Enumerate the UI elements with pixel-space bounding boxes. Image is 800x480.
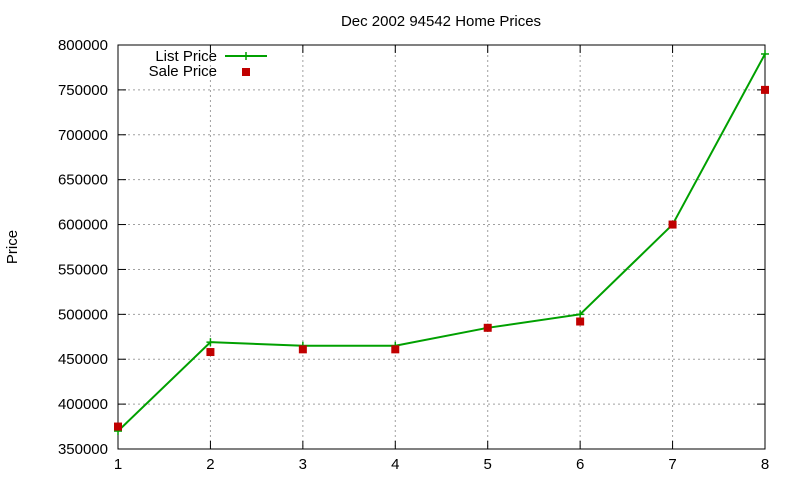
legend: List Price Sale Price (149, 48, 267, 80)
data-point (114, 422, 122, 431)
data-point (576, 317, 585, 326)
x-tick-label: 4 (391, 456, 399, 473)
data-point (576, 310, 585, 319)
y-axis-label: Price (4, 230, 21, 264)
y-tick-label: 750000 (58, 82, 108, 99)
y-tick-label: 800000 (58, 37, 108, 54)
legend-key-list-price (225, 52, 267, 60)
legend-label-list-price: List Price (155, 48, 217, 65)
x-tick-label: 3 (299, 456, 307, 473)
data-point (206, 348, 215, 357)
x-tick-label: 7 (668, 456, 676, 473)
data-point (668, 220, 677, 229)
x-tick-label: 1 (114, 456, 122, 473)
chart-title: Dec 2002 94542 Home Prices (341, 13, 541, 30)
data-point (298, 345, 307, 354)
y-tick-label: 500000 (58, 306, 108, 323)
series-line (117, 53, 766, 432)
series-list-price (114, 49, 769, 436)
plot-frame (117, 44, 766, 450)
x-tick-labels: 1 2 3 4 5 6 7 8 (114, 456, 769, 473)
grid (118, 45, 765, 449)
y-tick-label: 600000 (58, 217, 108, 234)
data-point (206, 338, 215, 347)
legend-label-sale-price: Sale Price (149, 63, 217, 80)
series-sale-price (114, 85, 769, 431)
axis-ticks (117, 44, 766, 450)
x-tick-label: 2 (206, 456, 214, 473)
x-tick-label: 6 (576, 456, 584, 473)
series (114, 49, 769, 436)
y-tick-label: 650000 (58, 172, 108, 189)
y-tick-label: 700000 (58, 127, 108, 144)
data-point (391, 345, 400, 354)
data-point (761, 49, 769, 58)
y-tick-labels: 350000 400000 450000 500000 550000 600000 6500… (58, 37, 108, 458)
legend-key-sale-price (242, 68, 250, 76)
y-tick-label: 450000 (58, 351, 108, 368)
x-tick-label: 5 (484, 456, 492, 473)
y-tick-label: 550000 (58, 261, 108, 278)
data-point (761, 85, 769, 94)
legend-marker (242, 68, 250, 76)
x-tick-label: 8 (761, 456, 769, 473)
legend-marker (242, 52, 250, 60)
data-point (483, 323, 492, 332)
y-tick-label: 350000 (58, 441, 108, 458)
y-tick-label: 400000 (58, 396, 108, 413)
